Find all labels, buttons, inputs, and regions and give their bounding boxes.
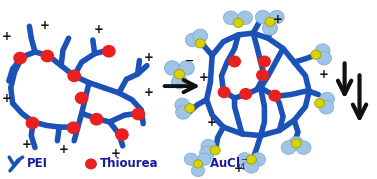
Text: +: + [2, 91, 11, 105]
Circle shape [198, 153, 211, 165]
Circle shape [311, 50, 321, 59]
Circle shape [201, 139, 216, 153]
Circle shape [90, 114, 103, 125]
Text: −: − [185, 56, 195, 66]
Text: +: + [93, 23, 103, 36]
Circle shape [281, 141, 296, 154]
Circle shape [193, 29, 208, 43]
Circle shape [317, 51, 331, 65]
Circle shape [291, 139, 301, 148]
Circle shape [259, 56, 270, 67]
Text: +: + [110, 147, 120, 160]
Text: +: + [21, 138, 31, 151]
Text: +: + [40, 19, 50, 32]
Circle shape [320, 92, 334, 106]
Text: +: + [319, 68, 329, 81]
Circle shape [223, 11, 238, 25]
Circle shape [262, 21, 277, 35]
Text: Thiourea: Thiourea [100, 158, 158, 170]
Circle shape [246, 155, 256, 164]
Circle shape [256, 10, 270, 24]
Text: PEI: PEI [26, 158, 48, 170]
Circle shape [218, 87, 230, 98]
Circle shape [185, 33, 200, 47]
Text: +: + [2, 30, 11, 43]
Circle shape [244, 159, 259, 173]
Circle shape [68, 70, 80, 81]
Text: +: + [144, 86, 154, 99]
Circle shape [132, 108, 144, 120]
Circle shape [269, 10, 284, 24]
Circle shape [185, 104, 195, 113]
Circle shape [314, 99, 325, 108]
Circle shape [191, 164, 205, 177]
Circle shape [175, 98, 190, 112]
Circle shape [210, 146, 220, 155]
Circle shape [257, 70, 268, 80]
Circle shape [296, 141, 311, 154]
Circle shape [319, 100, 334, 114]
Circle shape [269, 90, 280, 101]
Circle shape [176, 106, 190, 119]
Circle shape [174, 69, 185, 79]
Circle shape [41, 50, 54, 62]
Circle shape [14, 52, 26, 64]
Circle shape [238, 11, 253, 25]
Circle shape [229, 56, 241, 67]
Circle shape [172, 74, 187, 89]
Text: AuCl$_4^-$: AuCl$_4^-$ [209, 155, 249, 173]
Circle shape [289, 137, 303, 150]
Text: +: + [207, 117, 217, 129]
Circle shape [75, 92, 88, 104]
Circle shape [116, 129, 128, 140]
Circle shape [240, 89, 251, 99]
Text: +: + [233, 162, 243, 175]
Circle shape [26, 117, 38, 129]
Circle shape [103, 46, 115, 57]
Text: +: + [59, 143, 69, 156]
Circle shape [251, 153, 265, 166]
Circle shape [237, 153, 252, 166]
Circle shape [315, 44, 330, 57]
Text: +: + [273, 13, 282, 26]
Circle shape [86, 159, 96, 169]
Circle shape [164, 61, 180, 75]
Text: +: + [199, 71, 209, 84]
Circle shape [199, 146, 215, 160]
Circle shape [233, 18, 243, 28]
Circle shape [179, 61, 194, 75]
Circle shape [195, 39, 205, 48]
Text: +: + [144, 50, 154, 64]
Circle shape [265, 17, 275, 26]
Circle shape [67, 122, 80, 133]
Circle shape [184, 153, 198, 165]
Circle shape [193, 160, 202, 168]
